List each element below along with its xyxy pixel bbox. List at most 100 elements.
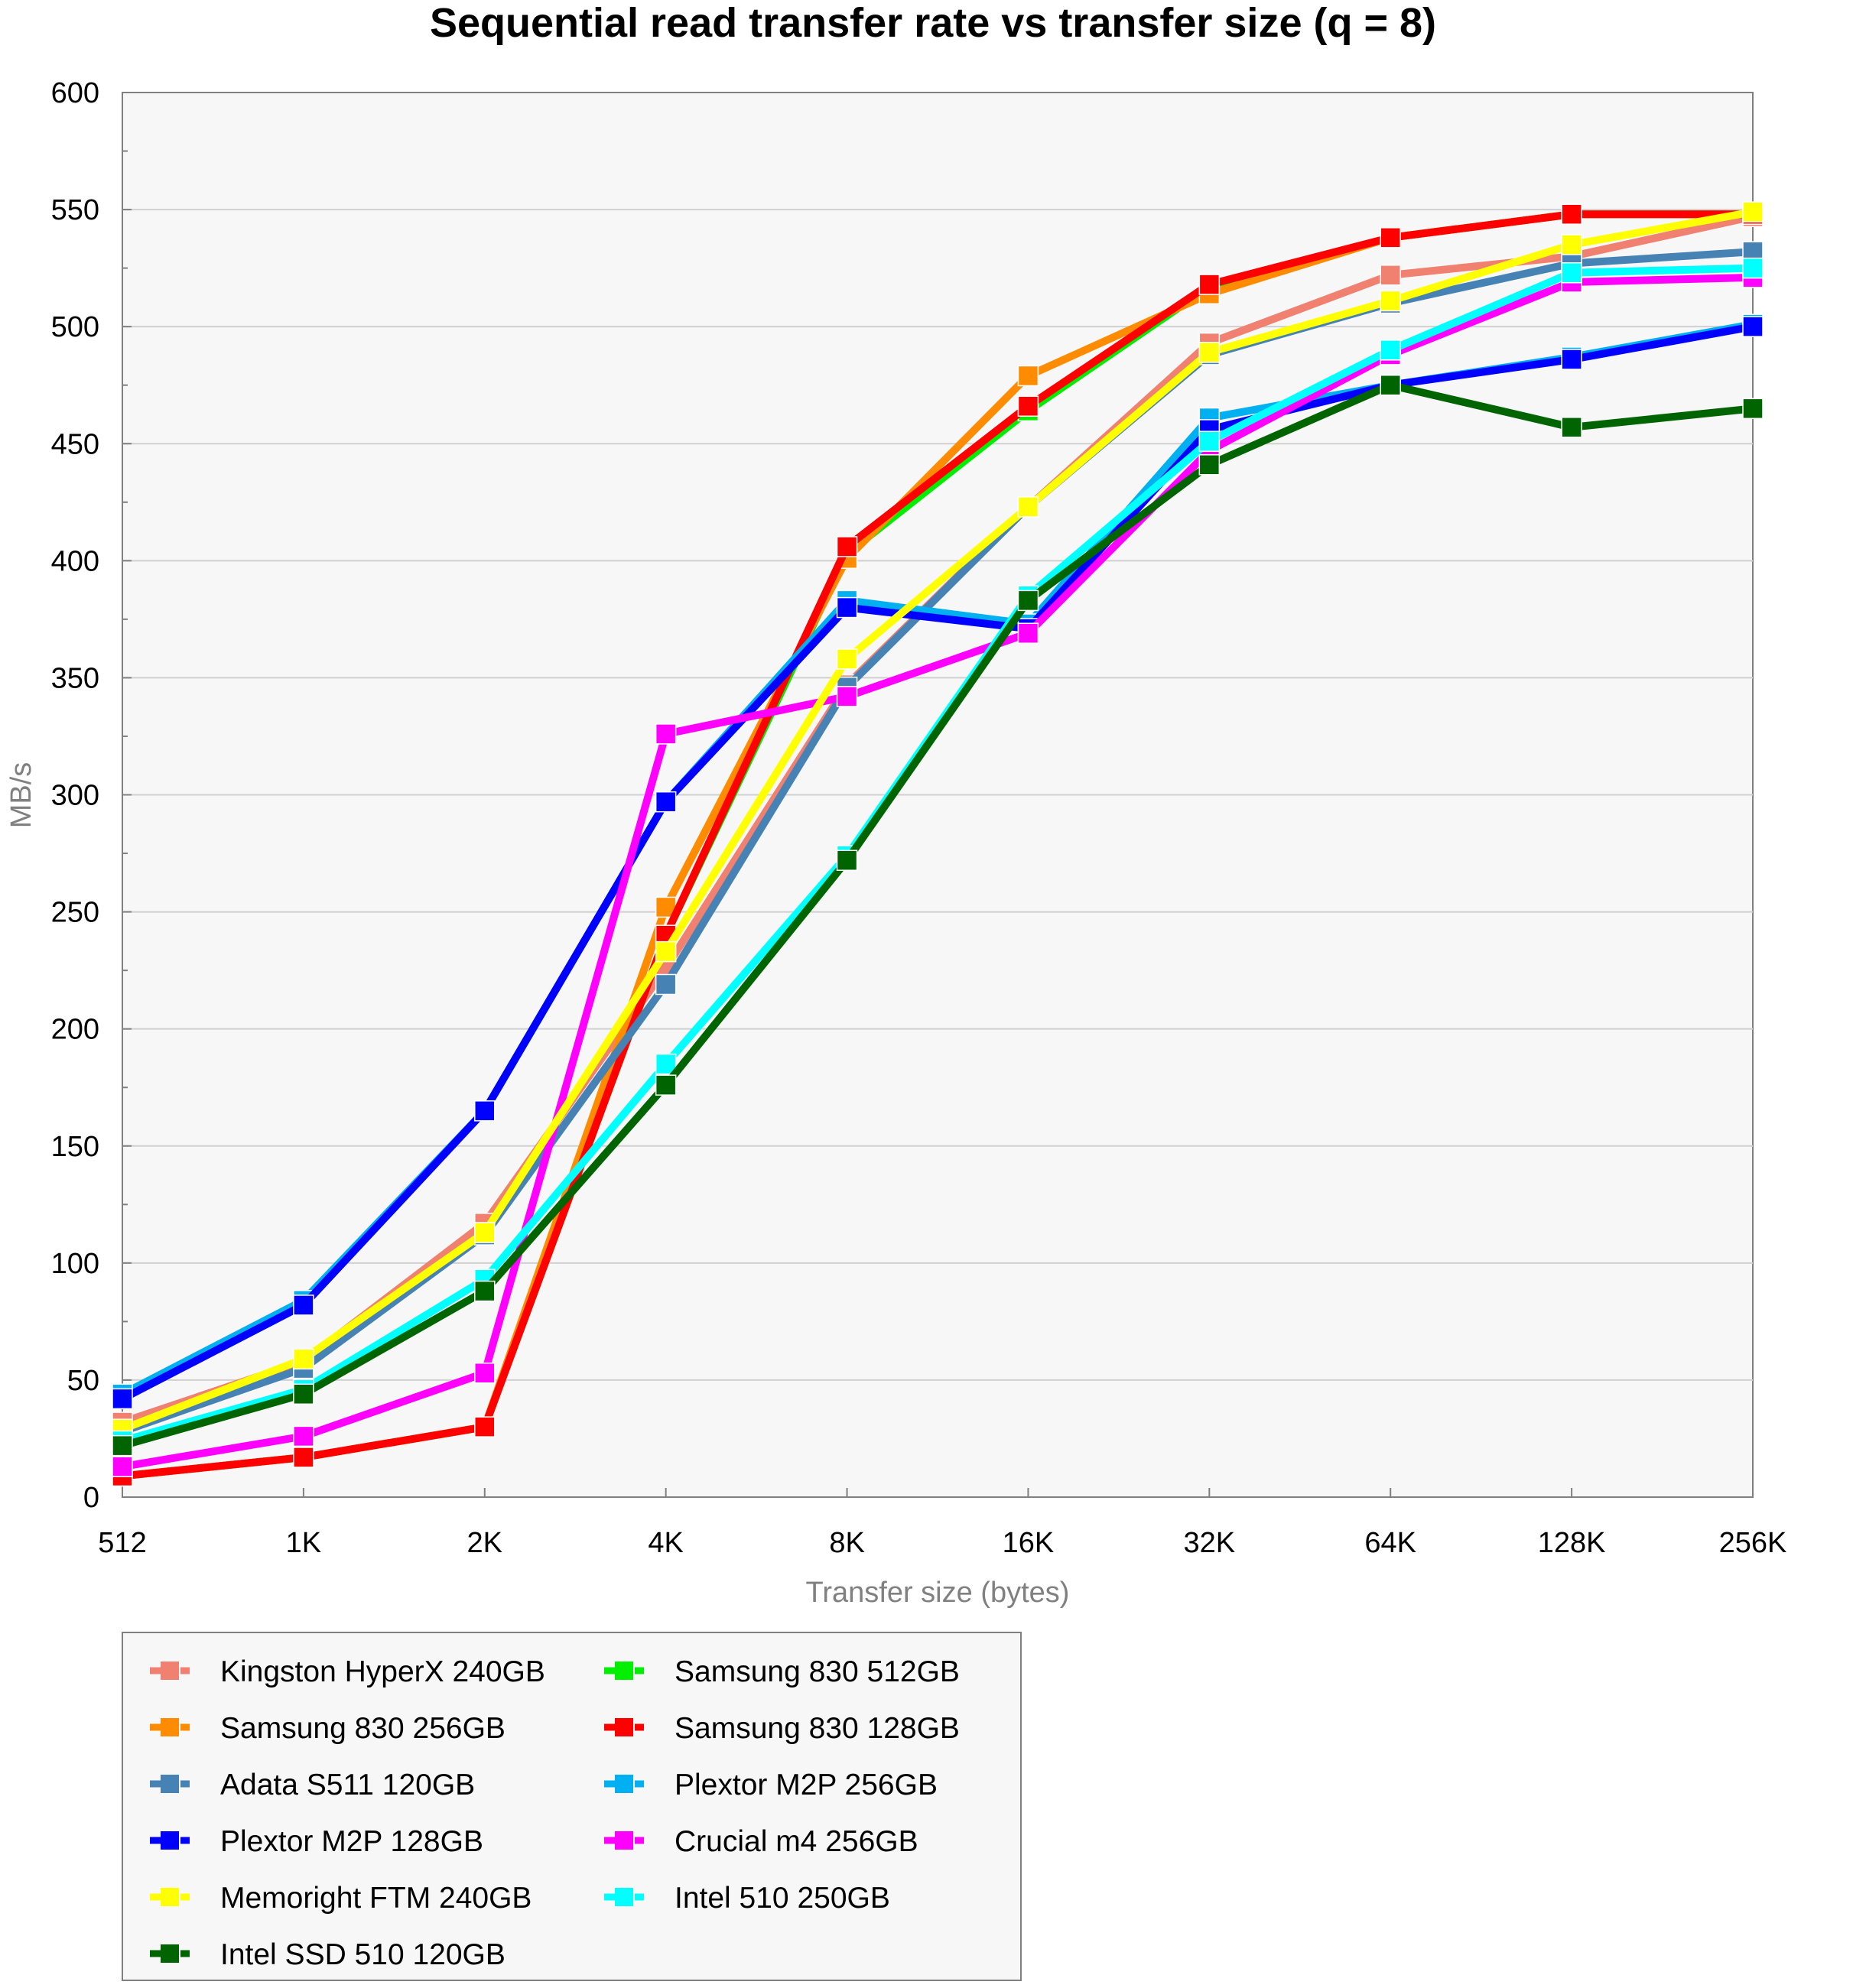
series-layer xyxy=(112,201,1764,1487)
data-point xyxy=(1198,454,1221,476)
data-point xyxy=(1017,365,1039,387)
legend-swatch-marker xyxy=(161,1944,179,1963)
data-point xyxy=(1017,590,1039,612)
y-tick-label: 0 xyxy=(83,1482,99,1514)
data-point xyxy=(293,1425,314,1447)
x-tick-label: 512 xyxy=(98,1527,146,1559)
data-point xyxy=(293,1294,314,1316)
y-tick-label: 200 xyxy=(51,1014,99,1046)
data-point xyxy=(1561,203,1582,225)
data-point xyxy=(1380,290,1401,312)
data-point xyxy=(836,648,858,670)
data-point xyxy=(293,1348,314,1370)
data-point xyxy=(474,1222,496,1243)
legend-item: Crucial m4 256GB xyxy=(604,1825,918,1858)
x-axis: 512 1K 2K 4K 8K 16K 32K 64K 128K 256K xyxy=(98,1488,1786,1559)
legend-label: Plextor M2P 128GB xyxy=(220,1825,483,1858)
x-tick-label: 32K xyxy=(1184,1527,1236,1559)
data-point xyxy=(293,1383,314,1405)
x-axis-label: Transfer size (bytes) xyxy=(806,1577,1070,1609)
data-point xyxy=(474,1100,496,1122)
legend-item: Intel SSD 510 120GB xyxy=(150,1938,506,1971)
data-point xyxy=(112,1456,133,1477)
x-tick-label: 256K xyxy=(1719,1527,1787,1559)
data-point xyxy=(655,791,677,813)
series-line xyxy=(121,248,1754,1435)
data-point xyxy=(1198,342,1221,363)
data-point xyxy=(1742,316,1764,337)
data-point xyxy=(1017,496,1039,518)
legend-swatch-marker xyxy=(161,1888,179,1906)
data-point xyxy=(836,596,858,619)
series-line xyxy=(122,210,1753,1480)
data-point xyxy=(1561,234,1582,255)
y-tick-label: 300 xyxy=(51,780,99,812)
y-tick-label: 250 xyxy=(51,897,99,929)
legend-swatch-marker xyxy=(161,1662,179,1680)
data-point xyxy=(1742,201,1764,223)
legend-swatch-marker xyxy=(615,1718,633,1736)
legend-swatch-marker xyxy=(615,1662,633,1680)
data-point xyxy=(1742,398,1764,420)
legend-label: Adata S511 120GB xyxy=(220,1769,475,1801)
y-tick-label: 150 xyxy=(51,1131,99,1163)
data-point xyxy=(1198,274,1221,295)
y-tick-label: 400 xyxy=(51,545,99,577)
legend: Kingston HyperX 240GB Samsung 830 256GB Ad… xyxy=(150,1655,960,1971)
legend-label: Crucial m4 256GB xyxy=(675,1825,918,1858)
legend-swatch-marker xyxy=(615,1775,633,1793)
legend-label: Plextor M2P 256GB xyxy=(675,1769,938,1801)
data-point xyxy=(655,973,677,996)
legend-label: Kingston HyperX 240GB xyxy=(220,1655,545,1688)
series-plextor-m2p-128gb xyxy=(112,316,1764,1410)
legend-swatch-marker xyxy=(161,1775,179,1793)
data-point xyxy=(655,723,677,745)
legend-label: Samsung 830 128GB xyxy=(675,1712,960,1745)
x-tick-label: 1K xyxy=(286,1527,321,1559)
data-point xyxy=(474,1416,496,1437)
data-point xyxy=(112,1434,133,1457)
legend-item: Plextor M2P 128GB xyxy=(150,1825,483,1858)
legend-item: Samsung 830 256GB xyxy=(150,1712,506,1745)
legend-item: Plextor M2P 256GB xyxy=(604,1769,938,1801)
data-point xyxy=(474,1280,496,1302)
x-tick-label: 128K xyxy=(1538,1527,1606,1559)
x-tick-label: 4K xyxy=(648,1527,683,1559)
legend-swatch-marker xyxy=(615,1888,633,1906)
y-tick-label: 500 xyxy=(51,311,99,343)
legend-item: Samsung 830 512GB xyxy=(604,1655,960,1688)
y-tick-label: 350 xyxy=(51,662,99,694)
data-point xyxy=(1561,417,1582,438)
data-point xyxy=(836,686,858,707)
legend-item: Adata S511 120GB xyxy=(150,1769,475,1801)
series-memoright-ftm-240gb xyxy=(112,201,1764,1440)
data-point xyxy=(836,536,858,557)
legend-item: Kingston HyperX 240GB xyxy=(150,1655,545,1688)
x-tick-label: 64K xyxy=(1364,1527,1416,1559)
series-line xyxy=(121,381,1754,1450)
legend-label: Intel SSD 510 120GB xyxy=(220,1938,506,1971)
x-tick-label: 16K xyxy=(1003,1527,1055,1559)
legend-swatch-marker xyxy=(161,1831,179,1850)
data-point xyxy=(655,1074,677,1096)
x-tick-label: 2K xyxy=(467,1527,502,1559)
series-line xyxy=(121,208,1754,1433)
y-axis-label: MB/s xyxy=(5,762,37,829)
data-point xyxy=(1380,339,1401,361)
y-axis: 0 50 100 150 200 250 300 350 400 450 500 550 600 xyxy=(51,77,132,1514)
legend-swatch-marker xyxy=(615,1831,633,1850)
data-point xyxy=(1380,265,1401,286)
data-point xyxy=(1561,261,1582,284)
y-tick-label: 600 xyxy=(51,77,99,109)
legend-item: Samsung 830 128GB xyxy=(604,1712,960,1745)
data-point xyxy=(1380,374,1401,396)
legend-item: Memoright FTM 240GB xyxy=(150,1882,532,1915)
data-point xyxy=(1198,430,1221,452)
data-point xyxy=(655,1053,677,1075)
chart-title: Sequential read transfer rate vs transfe… xyxy=(430,0,1436,46)
gridlines xyxy=(122,209,1753,1381)
data-point xyxy=(474,1362,496,1384)
legend-label: Intel 510 250GB xyxy=(675,1882,890,1915)
data-point xyxy=(1561,349,1582,370)
